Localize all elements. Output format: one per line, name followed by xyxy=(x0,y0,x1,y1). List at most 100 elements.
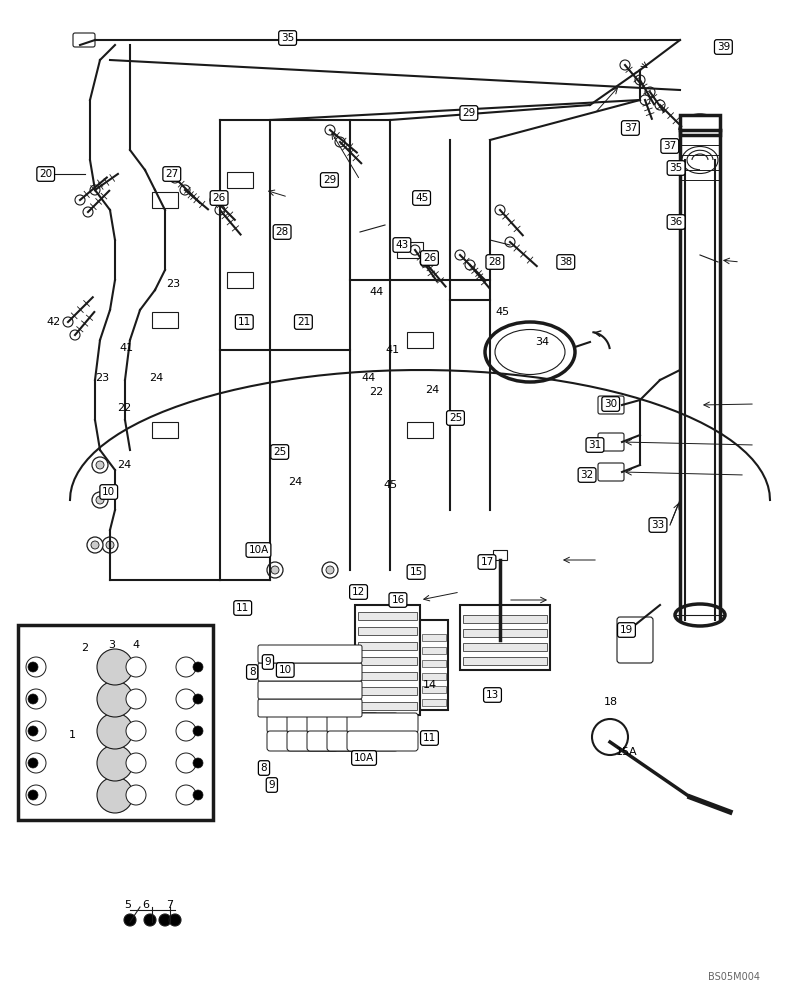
FancyBboxPatch shape xyxy=(258,681,362,699)
Text: 20: 20 xyxy=(39,169,52,179)
FancyBboxPatch shape xyxy=(152,422,178,438)
Circle shape xyxy=(26,753,46,773)
Circle shape xyxy=(635,75,645,85)
Circle shape xyxy=(495,205,505,215)
FancyBboxPatch shape xyxy=(307,713,378,733)
Text: 15A: 15A xyxy=(615,747,637,757)
Circle shape xyxy=(96,461,104,469)
Text: 17: 17 xyxy=(481,557,493,567)
Circle shape xyxy=(465,260,475,270)
Bar xyxy=(358,612,417,620)
FancyBboxPatch shape xyxy=(267,713,338,733)
Text: 22: 22 xyxy=(117,403,132,413)
FancyBboxPatch shape xyxy=(152,192,178,208)
Circle shape xyxy=(210,195,220,205)
Text: 30: 30 xyxy=(604,399,617,409)
Text: 11: 11 xyxy=(238,317,251,327)
Text: 24: 24 xyxy=(288,477,303,487)
Text: 37: 37 xyxy=(624,123,637,133)
Circle shape xyxy=(592,719,628,755)
Text: 26: 26 xyxy=(213,193,225,203)
FancyBboxPatch shape xyxy=(287,731,358,751)
Bar xyxy=(463,657,547,665)
Text: 29: 29 xyxy=(323,175,336,185)
Text: 33: 33 xyxy=(652,520,664,530)
Text: 45: 45 xyxy=(496,307,510,317)
Ellipse shape xyxy=(675,604,725,626)
Circle shape xyxy=(176,657,196,677)
FancyBboxPatch shape xyxy=(227,172,253,188)
Bar xyxy=(493,550,507,560)
Bar xyxy=(422,686,446,693)
Text: 25: 25 xyxy=(449,413,462,423)
Text: 23: 23 xyxy=(95,373,110,383)
Text: 45: 45 xyxy=(383,480,397,490)
Circle shape xyxy=(193,726,203,736)
Circle shape xyxy=(75,195,85,205)
Circle shape xyxy=(505,237,515,247)
Circle shape xyxy=(322,562,338,578)
FancyBboxPatch shape xyxy=(327,731,398,751)
Bar xyxy=(358,687,417,695)
Circle shape xyxy=(26,689,46,709)
Text: 4: 4 xyxy=(132,640,139,650)
Text: 36: 36 xyxy=(670,217,682,227)
FancyBboxPatch shape xyxy=(258,699,362,717)
Text: 10A: 10A xyxy=(354,753,374,763)
Circle shape xyxy=(97,745,133,781)
FancyBboxPatch shape xyxy=(258,663,362,681)
Circle shape xyxy=(170,173,180,183)
Text: 25: 25 xyxy=(273,447,286,457)
Circle shape xyxy=(28,662,38,672)
Bar xyxy=(422,647,446,654)
FancyBboxPatch shape xyxy=(73,33,95,47)
Bar xyxy=(463,615,547,623)
Text: 28: 28 xyxy=(489,257,501,267)
Text: 13: 13 xyxy=(486,690,499,700)
Text: 44: 44 xyxy=(370,287,384,297)
Text: 42: 42 xyxy=(46,317,61,327)
FancyBboxPatch shape xyxy=(347,731,418,751)
Bar xyxy=(358,627,417,635)
Circle shape xyxy=(193,662,203,672)
FancyBboxPatch shape xyxy=(347,713,418,733)
Circle shape xyxy=(193,694,203,704)
Circle shape xyxy=(70,330,80,340)
Text: 10: 10 xyxy=(102,487,115,497)
FancyBboxPatch shape xyxy=(598,396,624,414)
Text: 12: 12 xyxy=(352,587,365,597)
Text: 26: 26 xyxy=(423,253,436,263)
FancyBboxPatch shape xyxy=(258,645,362,663)
Circle shape xyxy=(640,95,650,105)
Text: 28: 28 xyxy=(276,227,288,237)
Text: 7: 7 xyxy=(165,900,173,910)
Text: 24: 24 xyxy=(117,460,132,470)
Text: 24: 24 xyxy=(149,373,163,383)
Circle shape xyxy=(655,100,665,110)
FancyBboxPatch shape xyxy=(267,731,338,751)
Circle shape xyxy=(28,790,38,800)
Text: 8: 8 xyxy=(249,667,255,677)
Circle shape xyxy=(126,753,146,773)
Bar xyxy=(422,660,446,667)
Bar xyxy=(463,643,547,651)
Bar xyxy=(358,642,417,650)
Bar xyxy=(358,702,417,710)
FancyBboxPatch shape xyxy=(397,242,423,258)
Text: 34: 34 xyxy=(535,337,549,347)
Text: 18: 18 xyxy=(604,697,618,707)
Circle shape xyxy=(193,790,203,800)
Circle shape xyxy=(28,694,38,704)
FancyBboxPatch shape xyxy=(680,115,720,135)
Circle shape xyxy=(92,492,108,508)
FancyBboxPatch shape xyxy=(617,617,653,663)
Text: 24: 24 xyxy=(425,385,439,395)
Bar xyxy=(18,625,213,820)
Circle shape xyxy=(28,758,38,768)
Circle shape xyxy=(97,649,133,685)
Text: 8: 8 xyxy=(261,763,267,773)
Circle shape xyxy=(126,689,146,709)
Circle shape xyxy=(126,785,146,805)
Circle shape xyxy=(326,566,334,574)
Text: 1: 1 xyxy=(69,730,76,740)
